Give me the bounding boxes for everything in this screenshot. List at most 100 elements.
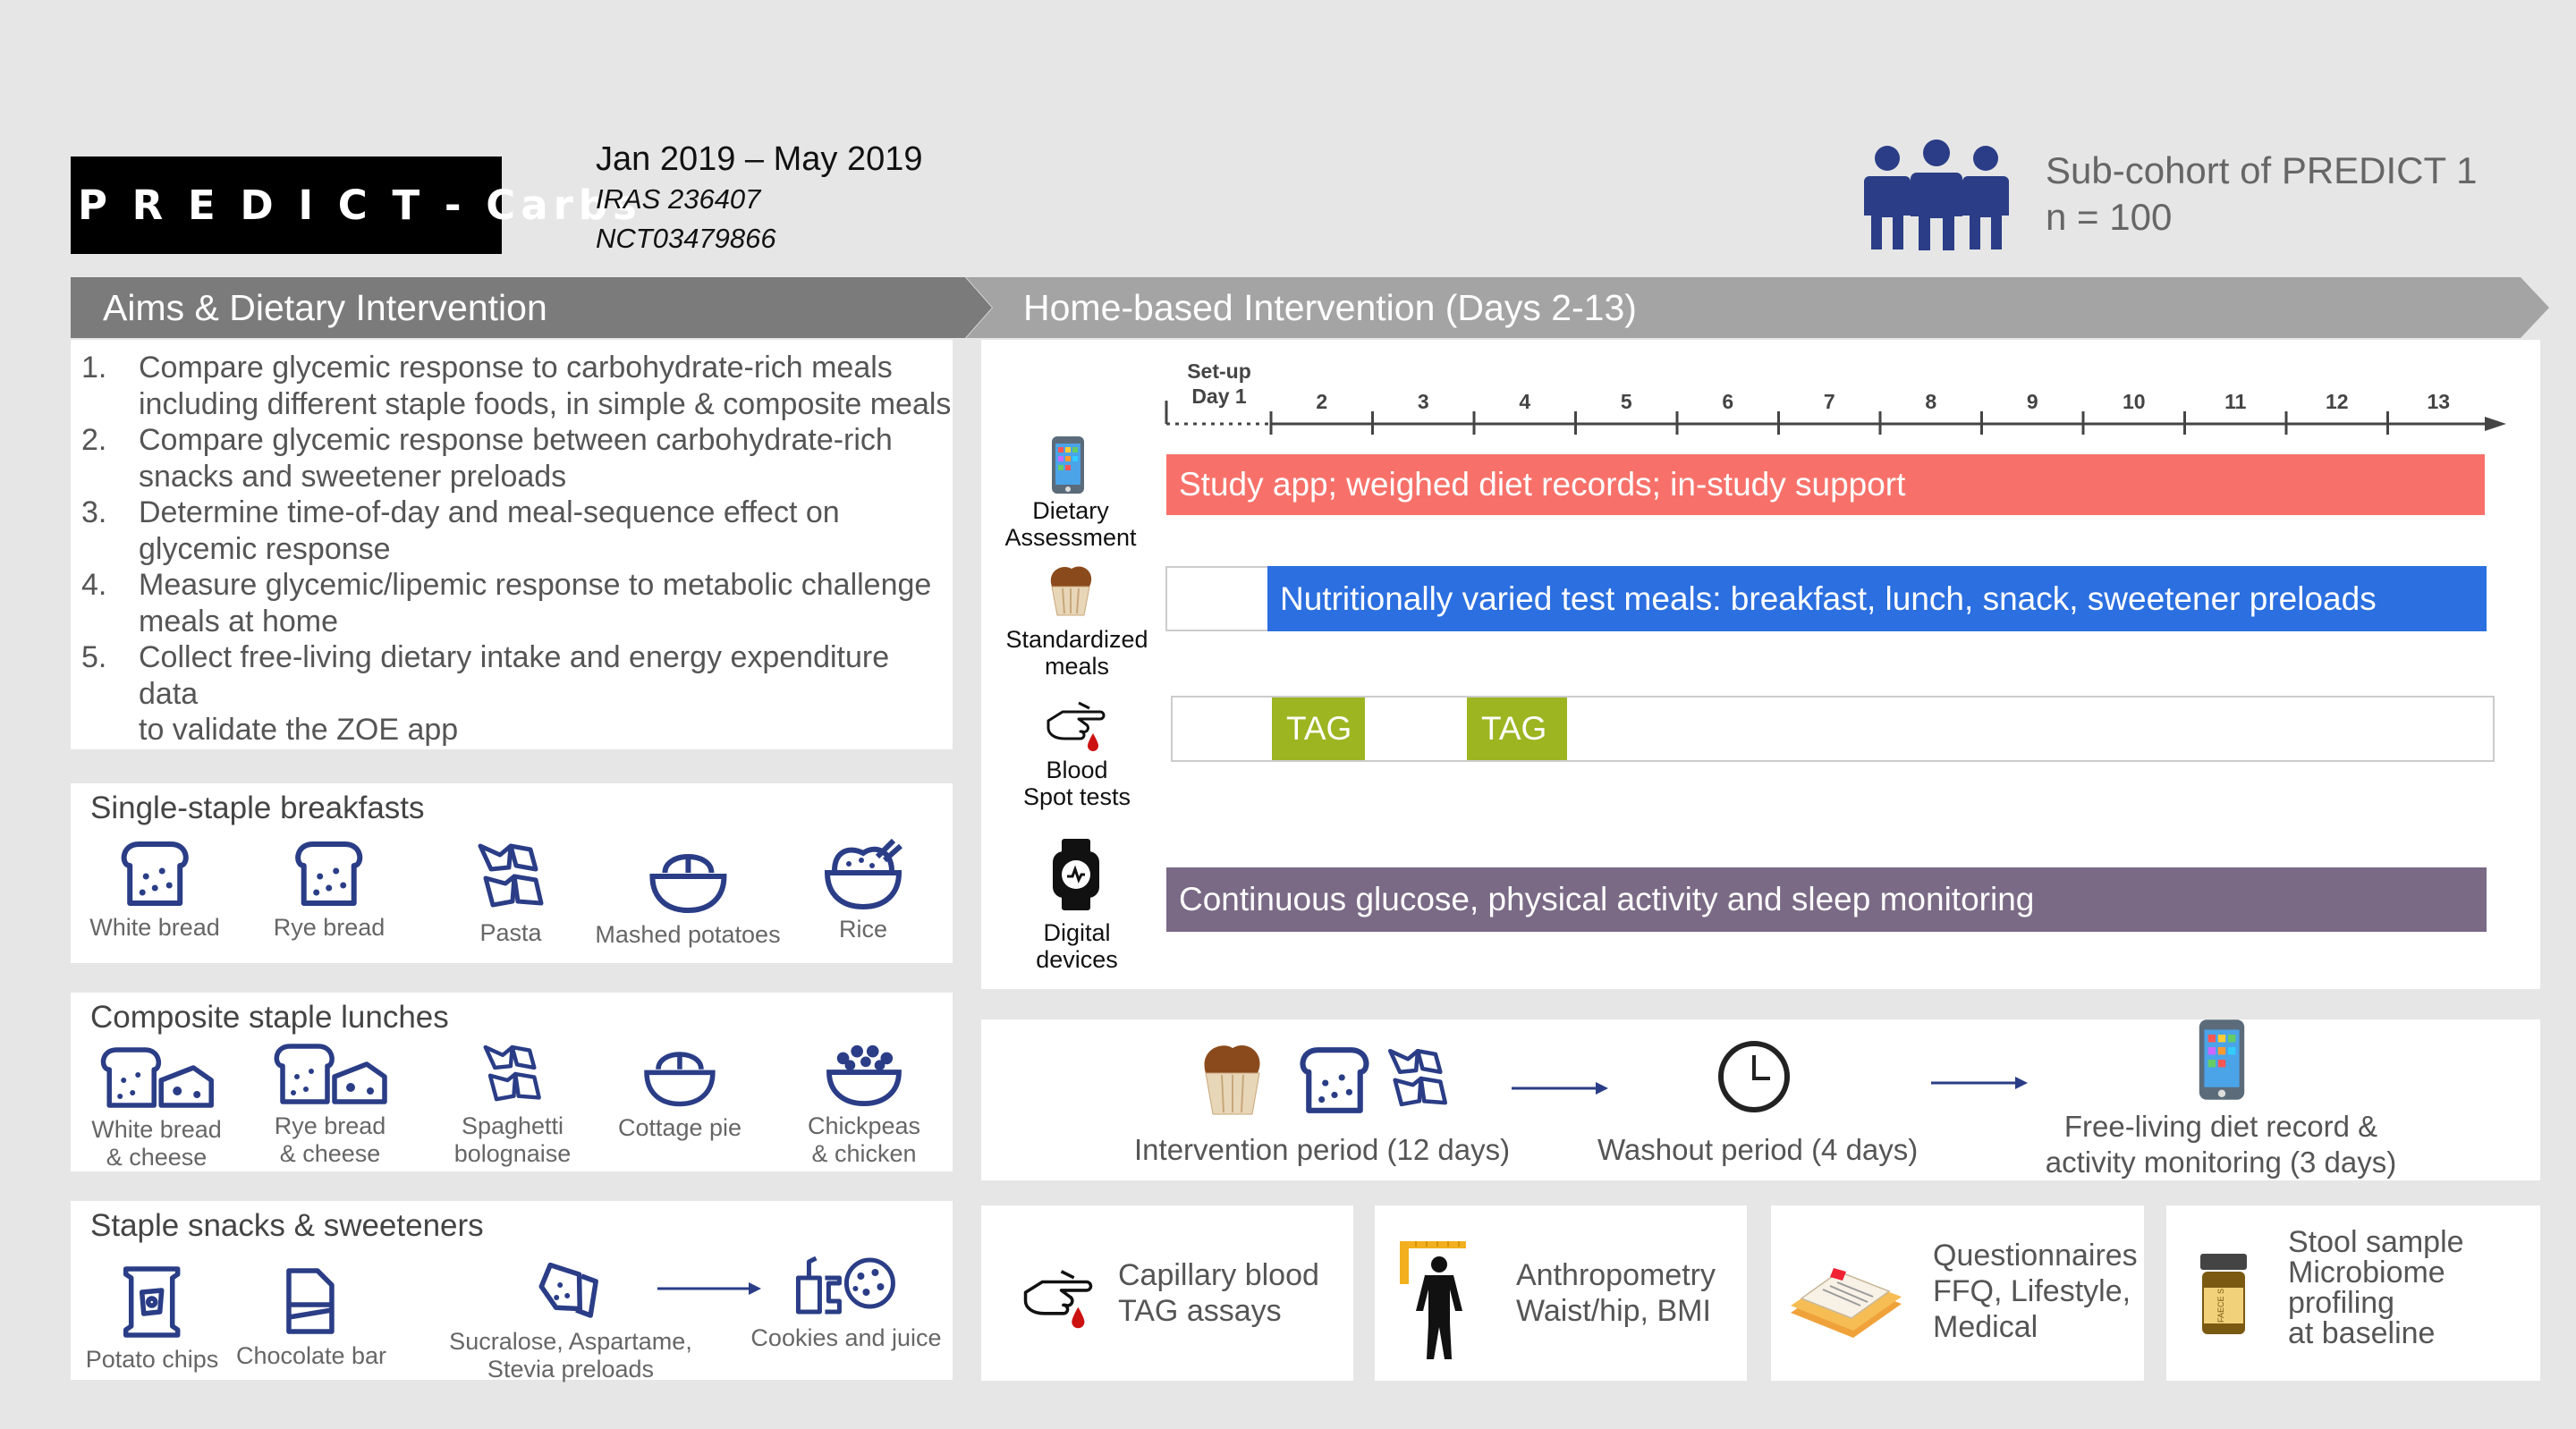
- day-label: 11: [2224, 390, 2247, 413]
- food-item: Rye bread & cheese: [272, 1041, 388, 1168]
- day-label: 4: [1519, 390, 1531, 413]
- muffin-icon: [1204, 1044, 1260, 1115]
- aim-text: Measure glycemic/lipemic response to met…: [139, 568, 932, 602]
- anthropometry-icon: [1400, 1241, 1466, 1359]
- nct-number: NCT03479866: [596, 223, 776, 254]
- cohort-info: Sub-cohort of PREDICT 1 n = 100: [2046, 148, 2477, 241]
- aim-text: to validate the ZOE app: [139, 713, 459, 747]
- snacks-panel: Staple snacks & sweeteners Potato chips …: [71, 1201, 953, 1383]
- clock-icon: [1718, 1041, 1790, 1112]
- chickpea-bowl-icon: [826, 1044, 902, 1107]
- day-label: 12: [2325, 390, 2349, 413]
- phone-icon: [1052, 436, 1084, 494]
- row-label-meals: Standardized meals: [1005, 626, 1148, 680]
- pasta-icon: [483, 1044, 542, 1102]
- bowl-icon: [648, 854, 726, 914]
- free-living-label: Free-living diet record & activity monito…: [2045, 1110, 2397, 1179]
- food-label: Pasta: [479, 919, 542, 946]
- food-item: Mashed potatoes: [595, 846, 781, 949]
- food-label: Spaghetti: [461, 1112, 564, 1139]
- bread-icon: [121, 841, 189, 906]
- bread-icon: [1300, 1047, 1369, 1113]
- intervention-period-label: Intervention period (12 days): [1134, 1133, 1511, 1166]
- arrow-icon: [1512, 1082, 1608, 1095]
- food-label: Cottage pie: [617, 1114, 742, 1141]
- test-meals-bar: Nutritionally varied test meals: breakfa…: [1267, 566, 2487, 631]
- muffin-icon: [1050, 566, 1092, 616]
- home-banner: Home-based Intervention (Days 2-13): [966, 277, 2549, 338]
- breakfasts-panel: Single-staple breakfasts White bread Rye…: [71, 783, 953, 963]
- lunches-title: Composite staple lunches: [90, 1000, 449, 1035]
- aim-text: Determine time-of-day and meal-sequence …: [139, 495, 840, 529]
- finger-prick-icon: [1046, 701, 1106, 751]
- food-label: bolognaise: [453, 1140, 572, 1167]
- aim-number: 4.: [81, 568, 107, 602]
- food-label: Chocolate bar: [235, 1342, 387, 1369]
- breakfasts-title: Single-staple breakfasts: [90, 791, 425, 825]
- day-label: 10: [2122, 390, 2146, 413]
- aim-text: including different staple foods, in sim…: [139, 386, 952, 421]
- aims-list: 1. Compare glycemic response to carbohydr…: [71, 340, 953, 749]
- pasta-icon: [478, 843, 544, 908]
- aim-text: Compare glycemic response between carboh…: [139, 423, 893, 457]
- day-label: 2: [1316, 390, 1328, 413]
- iras-number: IRAS 236407: [596, 183, 761, 215]
- food-item: Pasta: [473, 839, 548, 947]
- food-label: White bread: [91, 1116, 222, 1143]
- food-item: Rice: [822, 835, 904, 943]
- pasta-icon: [1387, 1048, 1448, 1107]
- food-item: Cookies and juice: [750, 1256, 942, 1352]
- food-label: Mashed potatoes: [595, 921, 781, 948]
- people-icon: [1864, 140, 2009, 250]
- food-label: Rye bread: [273, 914, 386, 941]
- food-item: Rye bread: [273, 839, 386, 942]
- cohort-line-1: Sub-cohort of PREDICT 1: [2046, 149, 2478, 191]
- food-label: White bread: [89, 914, 220, 941]
- aim-text: snacks and sweetener preloads: [139, 459, 567, 494]
- food-label: Sucralose, Aspartame,: [449, 1328, 692, 1355]
- aim-number: 3.: [81, 495, 107, 529]
- aim-number: 2.: [81, 423, 107, 457]
- day-label: 8: [1925, 390, 1937, 413]
- aim-item: 5. Collect free-living dietary intake and…: [71, 639, 953, 748]
- cookies-juice-icon: [795, 1256, 895, 1315]
- aims-banner: Aims & Dietary Intervention: [71, 277, 992, 338]
- food-label: Stevia preloads: [487, 1356, 655, 1382]
- aim-text: meals at home: [139, 604, 338, 638]
- anthropometry-box: Anthropometry Waist/hip, BMI: [1375, 1205, 1747, 1381]
- day-label: 13: [2427, 390, 2451, 413]
- aim-text: Collect free-living dietary intake and e…: [139, 640, 890, 711]
- day-label: 6: [1722, 390, 1734, 413]
- sweetener-icon: [538, 1262, 598, 1318]
- tag-bar-day4: TAG: [1467, 698, 1567, 760]
- tag-row-outline: [1171, 696, 2495, 762]
- study-app-bar: Study app; weighed diet records; in-stud…: [1166, 454, 2485, 515]
- stool-box: FAECE S Stool sample Microbiome profiling a…: [2166, 1205, 2540, 1381]
- day-axis: [1165, 401, 2506, 435]
- capillary-box: Capillary blood TAG assays: [981, 1205, 1353, 1381]
- capillary-text: Capillary blood TAG assays: [1118, 1258, 1319, 1328]
- aim-number: 1.: [81, 351, 107, 385]
- aim-text: Compare glycemic response to carbohydrat…: [139, 351, 893, 385]
- bowl-icon: [644, 1052, 716, 1107]
- study-dates: Jan 2019 – May 2019 IRAS 236407 NCT03479…: [596, 139, 923, 258]
- day1-label: Day 1: [1191, 385, 1247, 408]
- questionnaire-icon: [1791, 1268, 1902, 1338]
- food-item: White bread: [89, 839, 220, 942]
- phone-icon: [2199, 1019, 2245, 1100]
- food-item: Chickpeas & chicken: [808, 1039, 920, 1168]
- aim-item: 4. Measure glycemic/lipemic response to m…: [71, 567, 953, 639]
- setup-label: Set-up: [1187, 359, 1251, 383]
- bread-icon: [295, 841, 363, 906]
- study-title: P R E D I C T - Carbs: [71, 156, 637, 254]
- finger-prick-icon: [1023, 1270, 1093, 1329]
- stool-text: Stool sample Microbiome profiling at baseli…: [2288, 1225, 2464, 1350]
- cohort-line-2: n = 100: [2046, 196, 2173, 238]
- questionnaires-text: Questionnaires FFQ, Lifestyle, Medical: [1933, 1239, 2138, 1344]
- day-label: 5: [1620, 390, 1632, 413]
- chips-icon: [123, 1266, 181, 1338]
- smartwatch-icon: [1053, 839, 1099, 910]
- food-item: Sucralose, Aspartame, Stevia preloads: [449, 1255, 692, 1383]
- food-label: & chicken: [811, 1140, 917, 1167]
- bread-cheese-icon: [100, 1047, 214, 1108]
